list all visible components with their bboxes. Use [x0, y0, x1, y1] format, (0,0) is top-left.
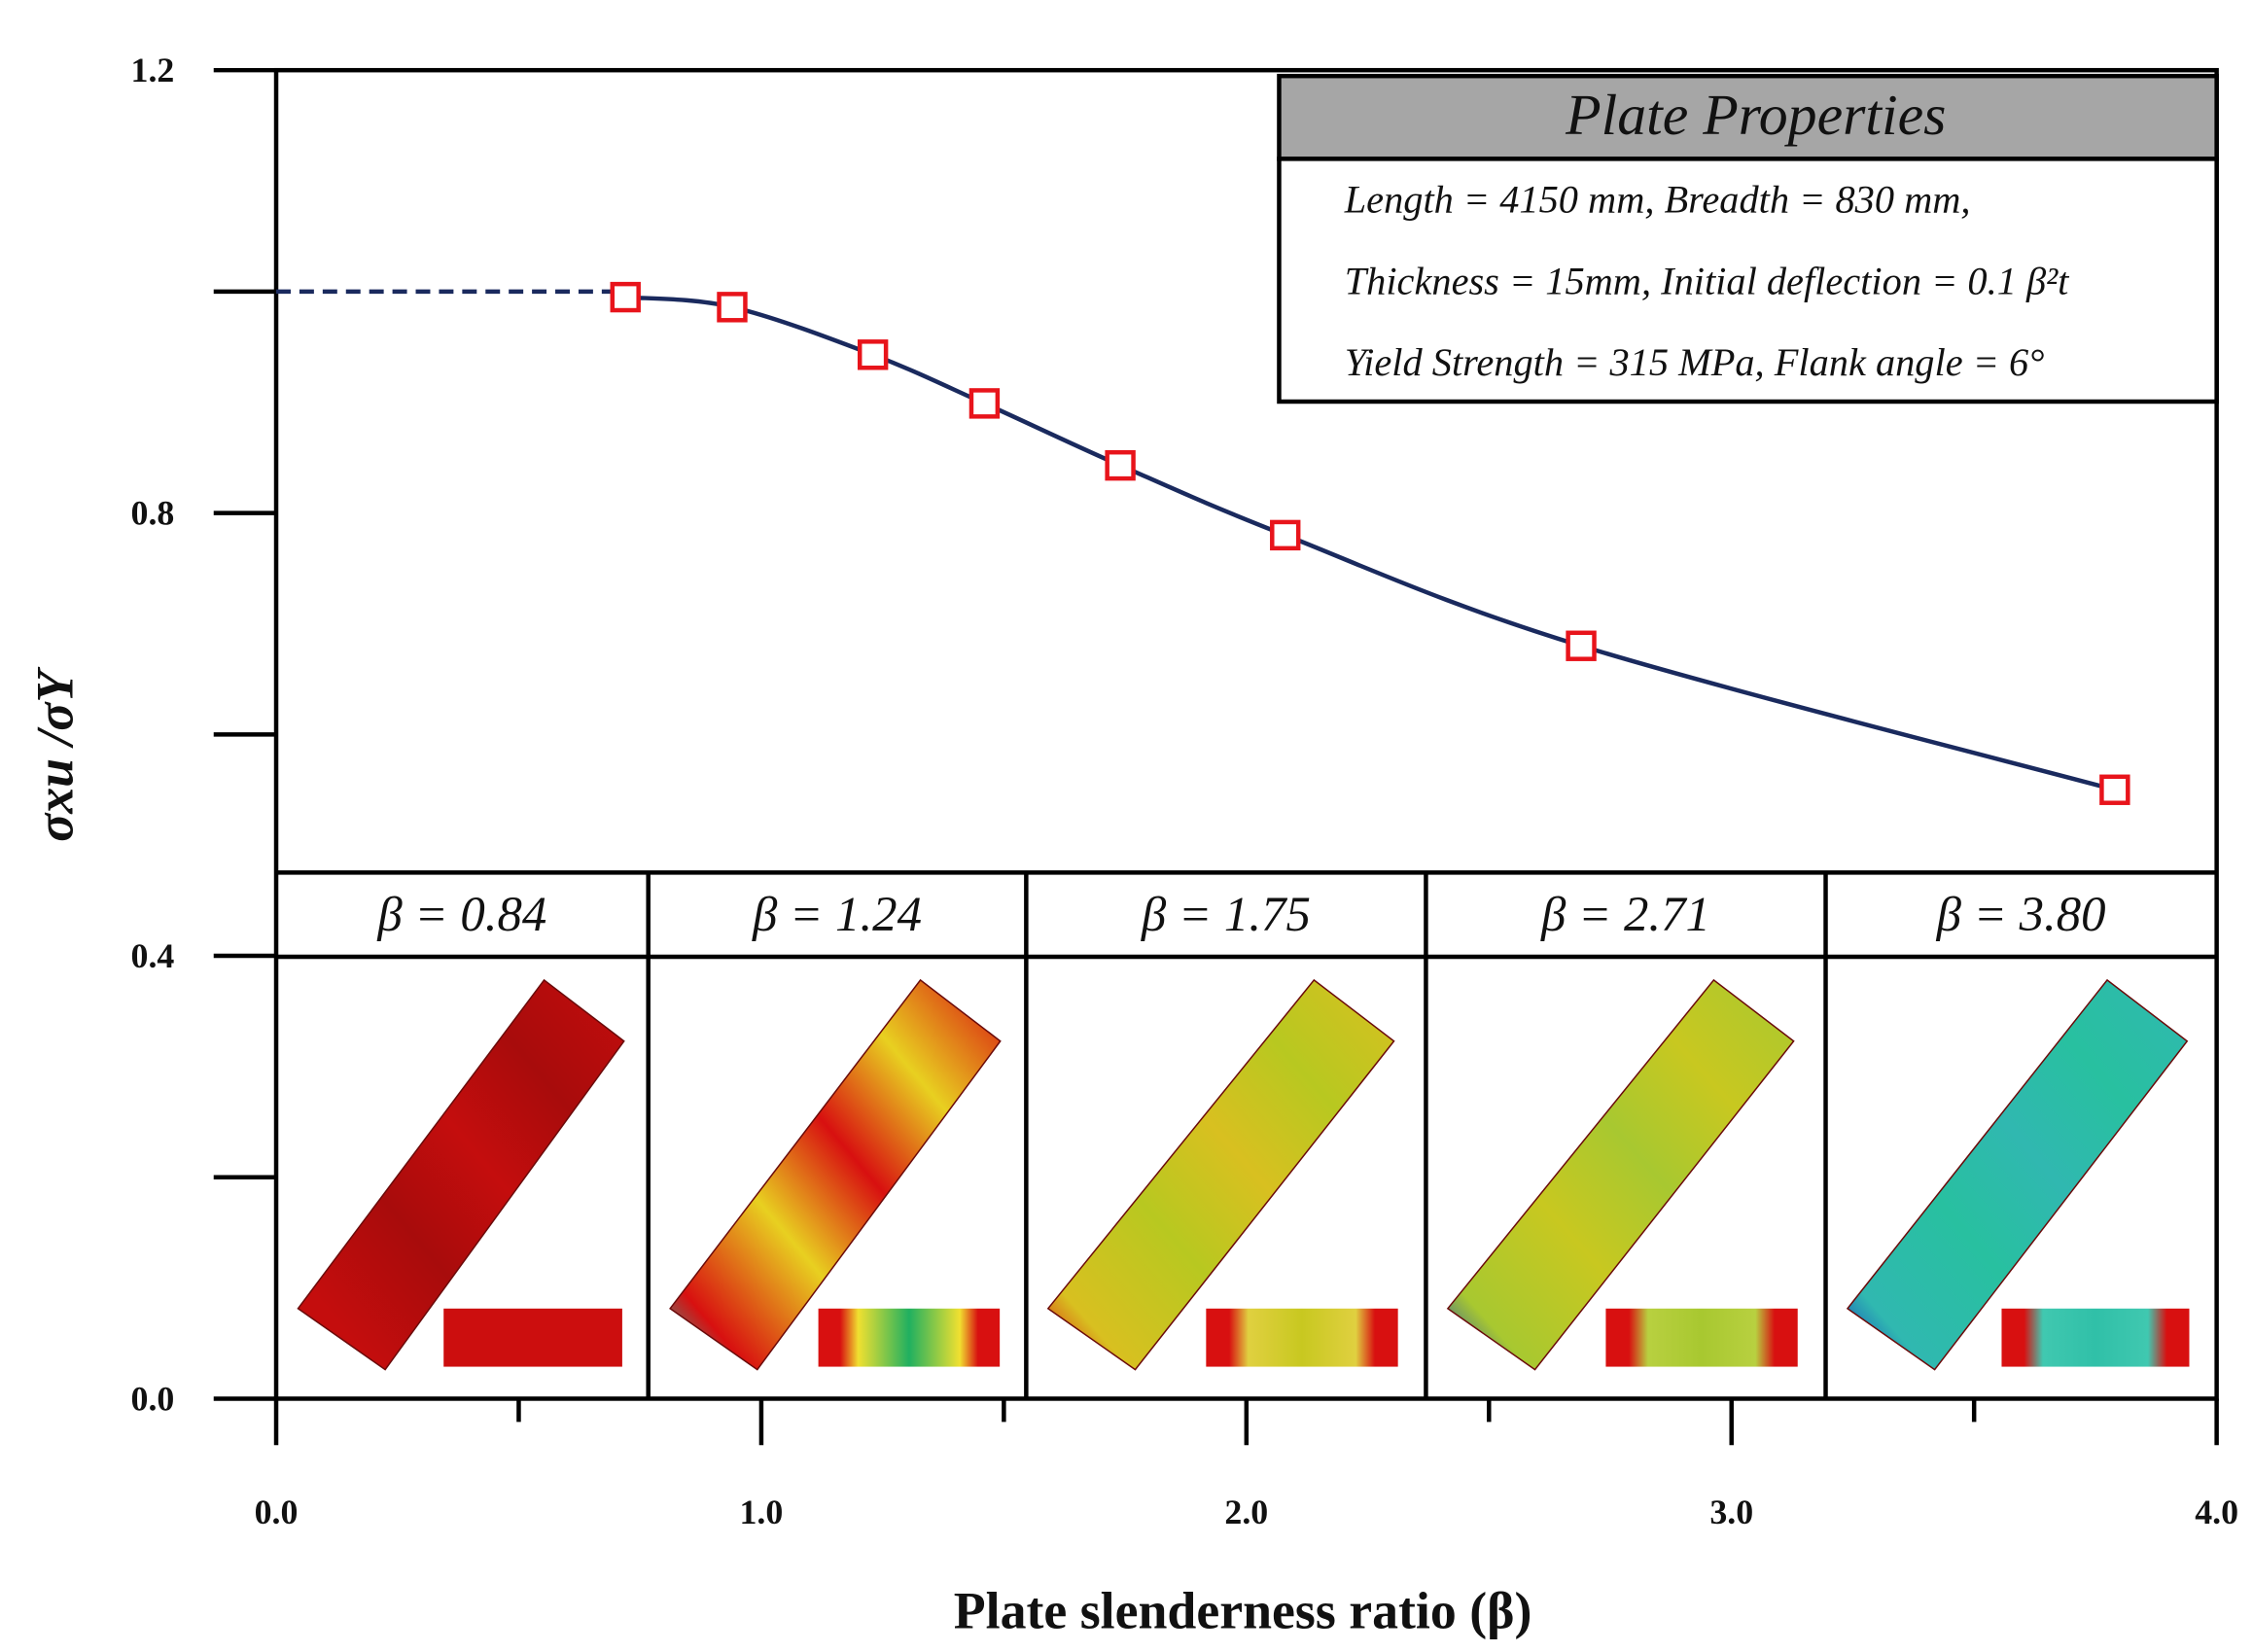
y-axis-label: σxu /σY	[26, 667, 85, 842]
y-tick-label: 0.8	[131, 494, 175, 533]
beta-label: β = 3.80	[1936, 887, 2106, 941]
legend-line: Thickness = 15mm, Initial deflection = 0…	[1345, 259, 2070, 302]
legend-body	[1277, 157, 2219, 404]
legend: Plate Properties Length = 4150 mm, Bread…	[1277, 73, 2219, 404]
plate-plan-view	[1605, 1308, 1798, 1367]
data-point-marker	[610, 281, 641, 313]
plate-plan-view	[443, 1308, 622, 1367]
buckled-plate-3d	[1846, 978, 2189, 1371]
beta-label: β = 0.84	[376, 887, 546, 941]
buckled-plate-3d	[1046, 978, 1395, 1371]
data-point-marker	[1566, 630, 1597, 661]
x-tick-label: 0.0	[255, 1493, 299, 1531]
legend-line: Length = 4150 mm, Breadth = 830 mm,	[1344, 178, 1971, 222]
beta-label: β = 1.24	[752, 887, 922, 941]
data-point-marker	[857, 339, 889, 370]
x-tick-label: 4.0	[2195, 1493, 2238, 1531]
axes: 0.0 0.4 0.8 1.2 0.0 1.0 2.0 3.0 4.0	[131, 51, 2239, 1531]
buckling-mode-insets: β = 0.84 β = 1.24 β = 1.75 β = 2.71 β = 3.80	[276, 870, 2217, 1399]
data-point-marker	[2099, 774, 2130, 805]
series-layer	[276, 281, 2130, 805]
buckled-plate-3d	[669, 978, 1002, 1371]
y-tick-label: 0.4	[131, 936, 175, 975]
legend-line: Yield Strength = 315 MPa, Flank angle = …	[1345, 340, 2045, 384]
x-tick-label: 1.0	[740, 1493, 784, 1531]
plate-plan-view	[1206, 1308, 1398, 1367]
series-line	[625, 295, 2116, 792]
plate-plan-view	[818, 1308, 1001, 1367]
x-axis-label: Plate slenderness ratio (β)	[954, 1582, 1532, 1640]
x-tick-label: 2.0	[1224, 1493, 1268, 1531]
beta-label: β = 2.71	[1540, 887, 1710, 941]
data-point-marker	[1105, 449, 1136, 481]
legend-title: Plate Properties	[1565, 83, 1946, 147]
y-tick-label: 1.2	[131, 51, 175, 89]
data-point-marker	[1270, 519, 1301, 551]
beta-label: β = 1.75	[1141, 887, 1311, 941]
y-tick-label: 0.0	[131, 1379, 175, 1418]
data-point-marker	[968, 388, 1001, 419]
buckled-plate-3d	[1446, 978, 1795, 1371]
x-tick-label: 3.0	[1709, 1493, 1753, 1531]
plate-plan-view	[2001, 1308, 2190, 1367]
data-point-marker	[717, 292, 748, 323]
buckled-plate-3d	[297, 978, 625, 1371]
